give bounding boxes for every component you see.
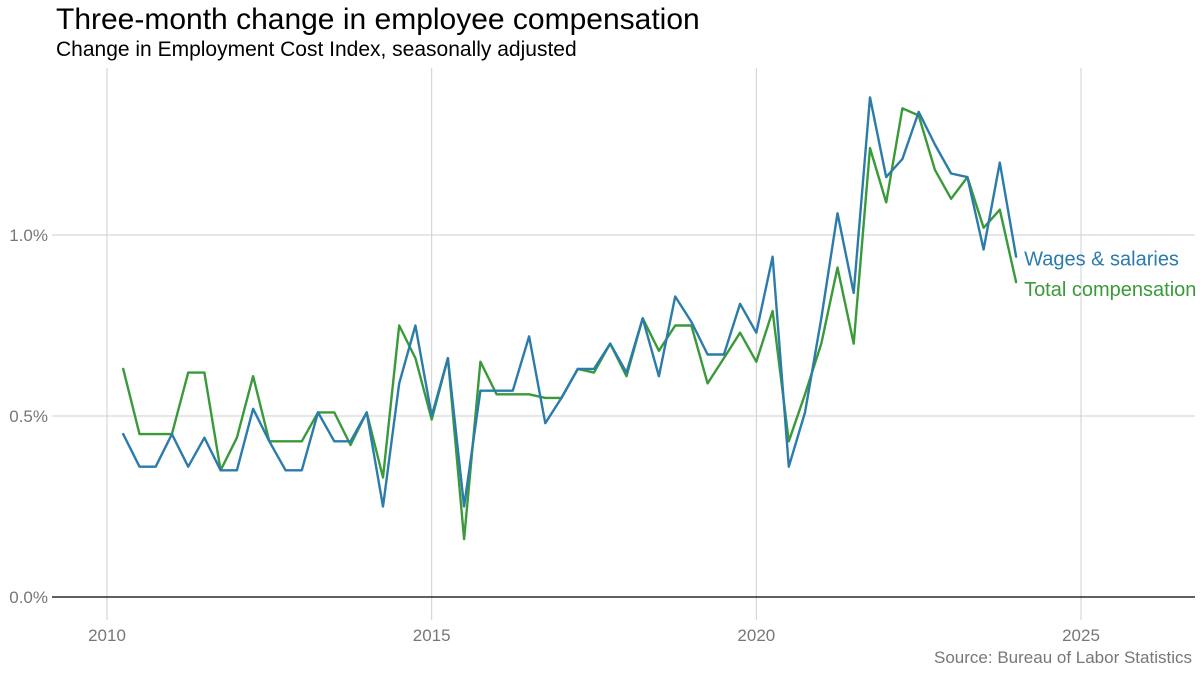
- chart-title: Three-month change in employee compensat…: [56, 3, 700, 36]
- wages-salaries-line: [121, 96, 1018, 508]
- wages-salaries-label: Wages & salaries: [1024, 249, 1179, 271]
- total-compensation-line: [121, 107, 1018, 541]
- x-tick-label: 2020: [737, 626, 775, 645]
- series-lines: [121, 96, 1018, 541]
- source-note: Source: Bureau of Labor Statistics: [934, 648, 1192, 667]
- y-tick-label: 0.0%: [9, 588, 48, 607]
- x-tick-label: 2010: [88, 626, 126, 645]
- total-compensation-label: Total compensation: [1024, 279, 1196, 301]
- axes: 2010 2015 2020 2025 0.0% 0.5% 1.0%: [9, 226, 1195, 645]
- y-tick-label: 0.5%: [9, 407, 48, 426]
- series-labels: Wages & salaries Total compensation: [1024, 249, 1196, 301]
- x-tick-label: 2025: [1062, 626, 1100, 645]
- chart-subtitle: Change in Employment Cost Index, seasona…: [56, 38, 577, 61]
- grid: [52, 68, 1195, 620]
- x-tick-label: 2015: [413, 626, 451, 645]
- y-tick-label: 1.0%: [9, 226, 48, 245]
